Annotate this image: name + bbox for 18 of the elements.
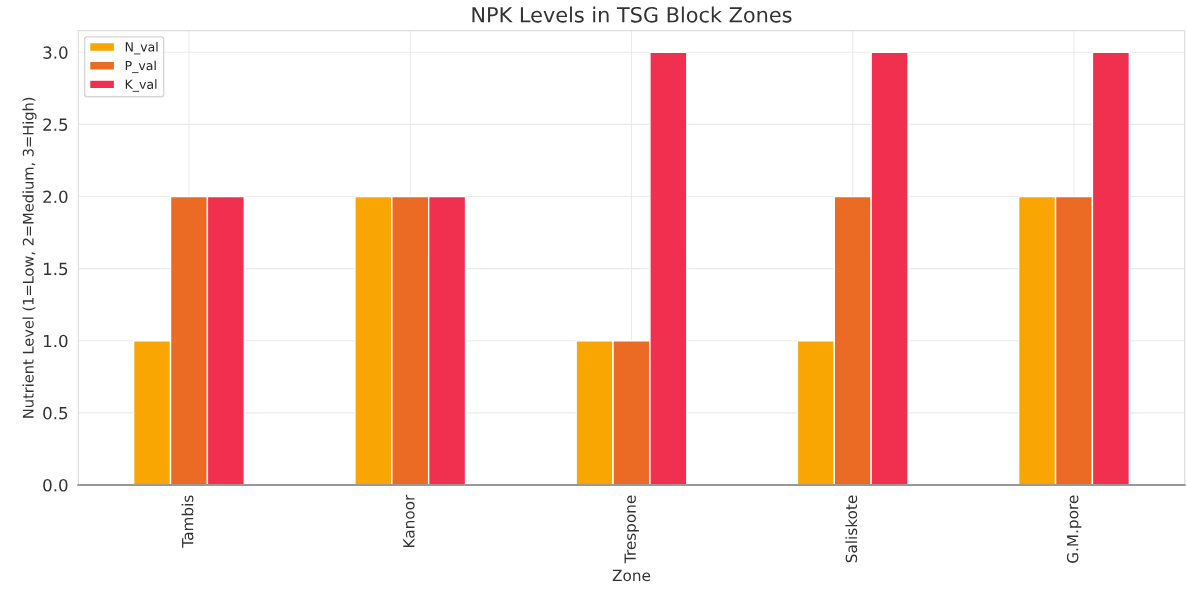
y-tick-label: 0.0 — [43, 478, 68, 492]
legend-label: K_val — [125, 79, 157, 92]
x-tick-label: G.M.pore — [1066, 495, 1082, 563]
chart-title: NPK Levels in TSG Block Zones — [472, 6, 792, 23]
legend-label: N_val — [125, 41, 158, 55]
x-tick-label: Trespone — [624, 495, 639, 564]
y-axis-title: Nutrient Level (1=Low, 2=Medium, 3=High) — [22, 97, 37, 418]
y-tick-label: 2.5 — [43, 118, 68, 131]
x-axis-title: Zone — [612, 569, 651, 582]
x-tick-label: Kanoor — [403, 494, 415, 547]
x-tick-label: Tambis — [181, 495, 194, 548]
legend-label: P_val — [125, 60, 156, 74]
y-tick-label: 1.5 — [43, 262, 68, 276]
y-tick-label: 1.0 — [43, 334, 68, 348]
y-tick-label: 2.0 — [43, 190, 68, 204]
y-tick-label: 0.5 — [43, 406, 68, 420]
x-tick-label: Saliskote — [845, 495, 858, 563]
y-tick-label: 3.0 — [43, 46, 68, 59]
